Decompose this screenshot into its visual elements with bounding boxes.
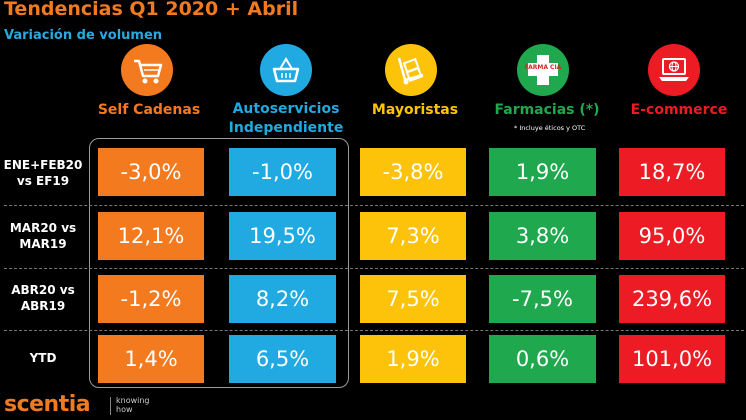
cell-mayoristas-mar: 7,3%: [360, 212, 466, 260]
cell-self-cadenas-ytd: 1,4%: [98, 335, 204, 383]
row-label-line1: ENE+FEB20: [3, 158, 83, 172]
cell-mayoristas-ene-feb: -3,8%: [360, 148, 466, 196]
row-separator: [4, 268, 744, 269]
row-label-ene-feb: ENE+FEB20 vs EF19: [2, 157, 84, 189]
row-label-line1: ABR20 vs: [11, 283, 75, 297]
col-label-autoservicios: Autoservicios Independiente: [216, 100, 356, 138]
col-label-farmacias: Farmacias (*): [494, 102, 600, 118]
cell-autoservicios-abr: 8,2%: [229, 275, 336, 323]
self-cadenas-circle: [121, 44, 173, 96]
row-label-line1: MAR20 vs: [9, 221, 77, 235]
mayoristas-circle: [385, 44, 437, 96]
pharmacy-cross-icon: FARMA CIA: [525, 55, 562, 85]
highlight-frame: [89, 138, 349, 388]
shopping-cart-icon: [134, 59, 163, 84]
row-label-line2: MAR19: [19, 237, 67, 251]
cell-ecommerce-abr: 239,6%: [619, 275, 725, 323]
row-label-ytd: YTD: [2, 350, 84, 366]
row-label-line1: YTD: [29, 351, 57, 365]
cell-mayoristas-ytd: 1,9%: [360, 335, 466, 383]
cell-farmacias-abr: -7,5%: [489, 275, 596, 323]
page-title: Tendencias Q1 2020 + Abril: [4, 0, 299, 20]
col-label-mayoristas: Mayoristas: [371, 102, 459, 118]
row-separator: [4, 330, 744, 331]
laptop-globe-icon: [659, 58, 689, 81]
row-label-line2: ABR19: [20, 299, 66, 313]
logo-divider: [110, 397, 111, 415]
cell-self-cadenas-mar: 12,1%: [98, 212, 204, 260]
cell-farmacias-ene-feb: 1,9%: [489, 148, 596, 196]
autoservicios-circle: [260, 44, 312, 96]
shopping-basket-icon: [272, 57, 300, 83]
cell-mayoristas-abr: 7,5%: [360, 275, 466, 323]
cell-autoservicios-ytd: 6,5%: [229, 335, 336, 383]
cell-autoservicios-ene-feb: -1,0%: [229, 148, 336, 196]
cell-self-cadenas-abr: -1,2%: [98, 275, 204, 323]
pharmacy-icon-text: FARMA CIA: [525, 64, 562, 71]
ecommerce-circle: [648, 44, 700, 96]
cell-ecommerce-mar: 95,0%: [619, 212, 725, 260]
col-label-ecommerce: E-commerce: [630, 102, 728, 118]
cell-farmacias-mar: 3,8%: [489, 212, 596, 260]
row-label-line2: vs EF19: [16, 174, 70, 188]
col-label-autoservicios-line1: Autoservicios: [232, 101, 340, 117]
row-label-mar: MAR20 vs MAR19: [2, 220, 84, 252]
cell-self-cadenas-ene-feb: -3,0%: [98, 148, 204, 196]
row-separator: [4, 205, 744, 206]
col-label-autoservicios-line2: Independiente: [228, 120, 344, 136]
row-label-abr: ABR20 vs ABR19: [2, 282, 84, 314]
tagline-line1: knowing: [116, 396, 150, 405]
hand-truck-icon: [397, 57, 424, 85]
farmacias-circle: FARMA CIA: [517, 44, 569, 96]
footnote: * Incluye éticos y OTC: [514, 124, 586, 132]
cell-ecommerce-ene-feb: 18,7%: [619, 148, 725, 196]
tagline-line2: how: [116, 405, 133, 414]
cell-farmacias-ytd: 0,6%: [489, 335, 596, 383]
scentia-logo: scentia: [4, 392, 91, 417]
col-label-self-cadenas: Self Cadenas: [97, 102, 201, 118]
cell-ecommerce-ytd: 101,0%: [619, 335, 725, 383]
page-subtitle: Variación de volumen: [4, 28, 163, 43]
brand-tagline: knowing how: [116, 396, 150, 414]
cell-autoservicios-mar: 19,5%: [229, 212, 336, 260]
